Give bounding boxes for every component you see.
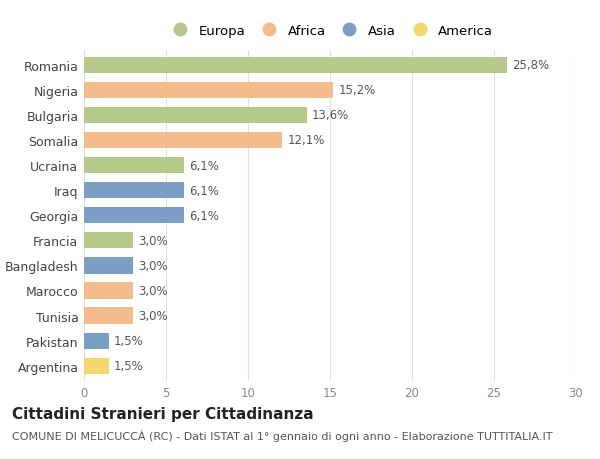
Text: 12,1%: 12,1% bbox=[287, 134, 325, 147]
Bar bbox=[84, 207, 184, 224]
Bar bbox=[84, 257, 133, 274]
Bar bbox=[84, 333, 109, 349]
Text: COMUNE DI MELICUCCÀ (RC) - Dati ISTAT al 1° gennaio di ogni anno - Elaborazione : COMUNE DI MELICUCCÀ (RC) - Dati ISTAT al… bbox=[12, 429, 553, 441]
Legend: Europa, Africa, Asia, America: Europa, Africa, Asia, America bbox=[164, 22, 496, 40]
Text: 25,8%: 25,8% bbox=[512, 59, 549, 72]
Bar bbox=[84, 57, 507, 73]
Text: Cittadini Stranieri per Cittadinanza: Cittadini Stranieri per Cittadinanza bbox=[12, 406, 314, 421]
Bar bbox=[84, 133, 283, 149]
Text: 6,1%: 6,1% bbox=[189, 184, 219, 197]
Text: 3,0%: 3,0% bbox=[138, 309, 168, 322]
Bar bbox=[84, 157, 184, 174]
Bar bbox=[84, 283, 133, 299]
Text: 1,5%: 1,5% bbox=[113, 359, 143, 372]
Text: 6,1%: 6,1% bbox=[189, 159, 219, 172]
Text: 3,0%: 3,0% bbox=[138, 234, 168, 247]
Bar bbox=[84, 358, 109, 374]
Bar bbox=[84, 233, 133, 249]
Bar bbox=[84, 83, 333, 99]
Text: 13,6%: 13,6% bbox=[312, 109, 349, 122]
Bar bbox=[84, 183, 184, 199]
Text: 15,2%: 15,2% bbox=[338, 84, 376, 97]
Text: 3,0%: 3,0% bbox=[138, 285, 168, 297]
Bar bbox=[84, 107, 307, 124]
Text: 1,5%: 1,5% bbox=[113, 335, 143, 347]
Text: 3,0%: 3,0% bbox=[138, 259, 168, 272]
Bar bbox=[84, 308, 133, 324]
Text: 6,1%: 6,1% bbox=[189, 209, 219, 222]
